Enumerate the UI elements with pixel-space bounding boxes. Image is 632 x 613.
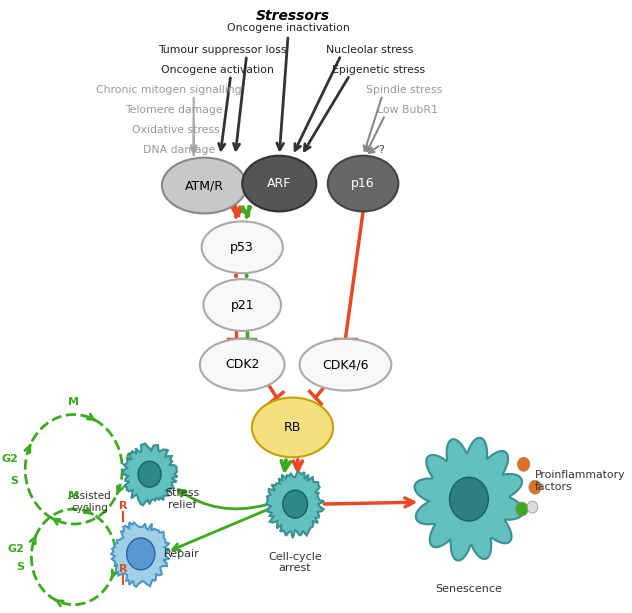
Text: Assisted
cycling: Assisted cycling <box>68 491 111 512</box>
Text: Spindle stress: Spindle stress <box>367 85 442 95</box>
Circle shape <box>518 457 530 471</box>
Text: G1: G1 <box>119 542 137 552</box>
Text: Oncogene inactivation: Oncogene inactivation <box>227 23 349 33</box>
Text: Nucleolar stress: Nucleolar stress <box>327 45 414 55</box>
Circle shape <box>516 502 528 516</box>
Circle shape <box>126 538 155 570</box>
Circle shape <box>449 478 489 521</box>
Circle shape <box>138 462 161 487</box>
Text: ARF: ARF <box>267 177 291 190</box>
Ellipse shape <box>204 279 281 331</box>
Text: Telomere damage: Telomere damage <box>125 105 222 115</box>
Text: M: M <box>68 397 79 406</box>
Text: DNA damage: DNA damage <box>143 145 216 154</box>
Text: RB: RB <box>284 421 301 434</box>
Ellipse shape <box>202 221 283 273</box>
Polygon shape <box>123 444 178 505</box>
Text: M: M <box>68 491 79 501</box>
Text: CDK4/6: CDK4/6 <box>322 358 368 371</box>
Text: G1: G1 <box>126 452 143 462</box>
Text: Senescence: Senescence <box>435 584 502 594</box>
Text: Proinflammatory
factors: Proinflammatory factors <box>535 470 626 492</box>
Text: Stress
relief: Stress relief <box>165 489 199 510</box>
Text: p16: p16 <box>351 177 375 190</box>
Text: p21: p21 <box>231 299 254 311</box>
Circle shape <box>283 490 308 518</box>
Text: R: R <box>119 501 128 511</box>
Circle shape <box>527 501 538 513</box>
Text: R: R <box>119 564 128 574</box>
Text: Cell-cycle
arrest: Cell-cycle arrest <box>268 552 322 574</box>
Ellipse shape <box>162 158 246 213</box>
Text: Low BubR1: Low BubR1 <box>377 105 437 115</box>
Text: S: S <box>16 562 24 572</box>
Text: G2: G2 <box>8 544 24 554</box>
Text: CDK2: CDK2 <box>225 358 259 371</box>
Ellipse shape <box>300 339 391 390</box>
Text: Oncogene activation: Oncogene activation <box>161 65 274 75</box>
Ellipse shape <box>242 156 316 211</box>
Ellipse shape <box>200 339 284 390</box>
Text: ?: ? <box>378 145 384 154</box>
Text: Chronic mitogen signalling: Chronic mitogen signalling <box>96 85 242 95</box>
Text: G2: G2 <box>1 454 18 464</box>
Polygon shape <box>415 438 523 560</box>
Polygon shape <box>111 522 169 587</box>
Text: ATM/R: ATM/R <box>185 179 224 192</box>
Ellipse shape <box>328 156 398 211</box>
Text: Epigenetic stress: Epigenetic stress <box>332 65 425 75</box>
Text: Oxidative stress: Oxidative stress <box>132 125 220 135</box>
Text: Tumour suppressor loss: Tumour suppressor loss <box>157 45 286 55</box>
Circle shape <box>529 480 541 494</box>
Text: Stressors: Stressors <box>255 9 329 23</box>
Text: S: S <box>10 476 18 486</box>
Ellipse shape <box>252 398 333 457</box>
Polygon shape <box>266 472 324 538</box>
Text: Repair: Repair <box>164 549 200 559</box>
Text: p53: p53 <box>230 241 254 254</box>
